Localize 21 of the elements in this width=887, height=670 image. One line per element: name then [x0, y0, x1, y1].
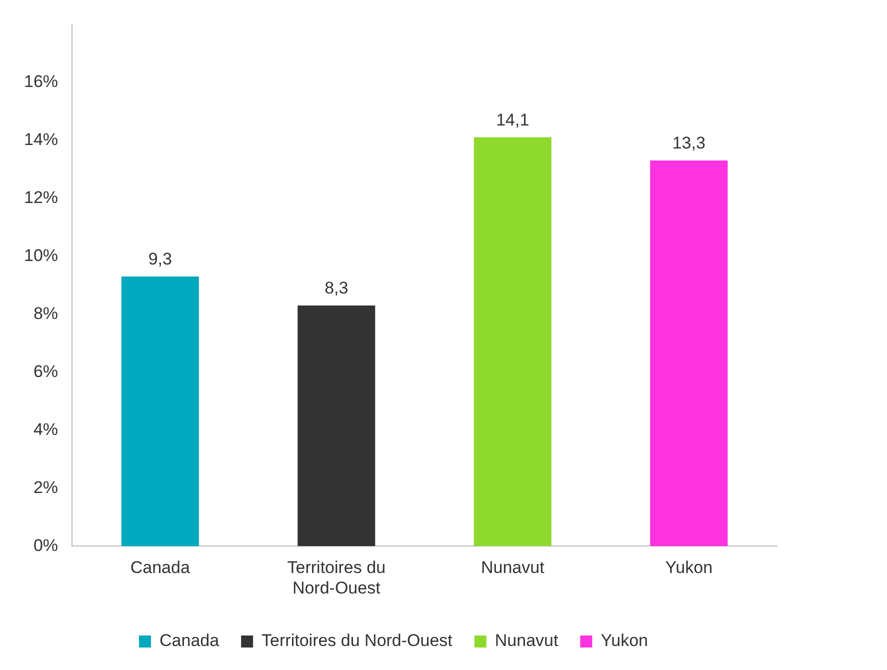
- y-tick-label: 14%: [24, 130, 58, 149]
- y-tick-label: 6%: [33, 362, 58, 381]
- y-tick-label: 16%: [24, 72, 58, 91]
- data-label: 8,3: [324, 278, 348, 298]
- legend-label: Canada: [160, 631, 220, 650]
- y-tick-label: 10%: [24, 246, 58, 265]
- y-tick-label: 8%: [33, 304, 58, 323]
- x-tick-label: Nunavut: [480, 558, 545, 578]
- y-tick-label: 4%: [33, 420, 58, 439]
- x-tick-label: Canada: [130, 558, 190, 578]
- data-label: 14,1: [496, 110, 530, 130]
- y-tick-label: 0%: [33, 536, 58, 555]
- data-label: 9,3: [148, 250, 172, 269]
- legend-label: Nunavut: [494, 631, 558, 650]
- data-label: 13,3: [672, 134, 706, 153]
- x-tick-label: Territoires du Nord-Ouest: [287, 558, 386, 598]
- legend-label: Yukon: [600, 631, 648, 650]
- legend-label: Territoires du Nord-Ouest: [262, 631, 453, 650]
- y-tick-label: 2%: [33, 478, 58, 497]
- x-tick-label: Yukon: [665, 558, 713, 578]
- y-tick-label: 12%: [24, 188, 58, 207]
